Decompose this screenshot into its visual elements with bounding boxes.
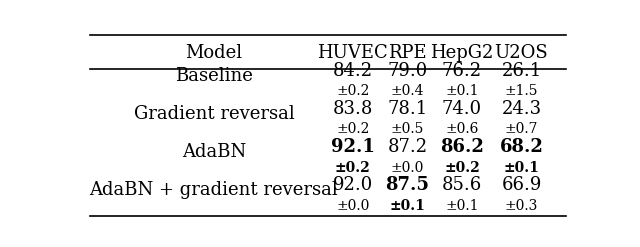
Text: ±0.1: ±0.1 <box>389 199 426 213</box>
Text: 92.1: 92.1 <box>331 138 375 156</box>
Text: 68.2: 68.2 <box>499 138 543 156</box>
Text: Baseline: Baseline <box>175 67 253 85</box>
Text: ±0.1: ±0.1 <box>445 84 479 99</box>
Text: RPE: RPE <box>388 44 427 62</box>
Text: AdaBN + gradient reversal: AdaBN + gradient reversal <box>90 181 339 199</box>
Text: ±0.2: ±0.2 <box>335 161 371 175</box>
Text: 79.0: 79.0 <box>387 62 428 80</box>
Text: 24.3: 24.3 <box>501 100 541 118</box>
Text: 84.2: 84.2 <box>333 62 373 80</box>
Text: ±0.0: ±0.0 <box>390 161 424 175</box>
Text: ±0.7: ±0.7 <box>505 123 538 137</box>
Text: ±0.0: ±0.0 <box>336 199 369 213</box>
Text: HepG2: HepG2 <box>430 44 493 62</box>
Text: Model: Model <box>186 44 243 62</box>
Text: 83.8: 83.8 <box>333 100 373 118</box>
Text: ±0.3: ±0.3 <box>505 199 538 213</box>
Text: ±0.2: ±0.2 <box>336 123 369 137</box>
Text: 85.6: 85.6 <box>442 176 482 194</box>
Text: 92.0: 92.0 <box>333 176 373 194</box>
Text: 87.5: 87.5 <box>385 176 429 194</box>
Text: ±0.6: ±0.6 <box>445 123 479 137</box>
Text: ±0.4: ±0.4 <box>390 84 424 99</box>
Text: ±1.5: ±1.5 <box>505 84 538 99</box>
Text: ±0.2: ±0.2 <box>336 84 369 99</box>
Text: U2OS: U2OS <box>495 44 548 62</box>
Text: 66.9: 66.9 <box>501 176 541 194</box>
Text: ±0.2: ±0.2 <box>444 161 480 175</box>
Text: 86.2: 86.2 <box>440 138 484 156</box>
Text: 76.2: 76.2 <box>442 62 482 80</box>
Text: 87.2: 87.2 <box>387 138 428 156</box>
Text: ±0.1: ±0.1 <box>504 161 540 175</box>
Text: Gradient reversal: Gradient reversal <box>134 105 294 123</box>
Text: 74.0: 74.0 <box>442 100 482 118</box>
Text: 26.1: 26.1 <box>501 62 541 80</box>
Text: ±0.1: ±0.1 <box>445 199 479 213</box>
Text: 78.1: 78.1 <box>387 100 428 118</box>
Text: AdaBN: AdaBN <box>182 143 246 161</box>
Text: HUVEC: HUVEC <box>317 44 388 62</box>
Text: ±0.5: ±0.5 <box>390 123 424 137</box>
